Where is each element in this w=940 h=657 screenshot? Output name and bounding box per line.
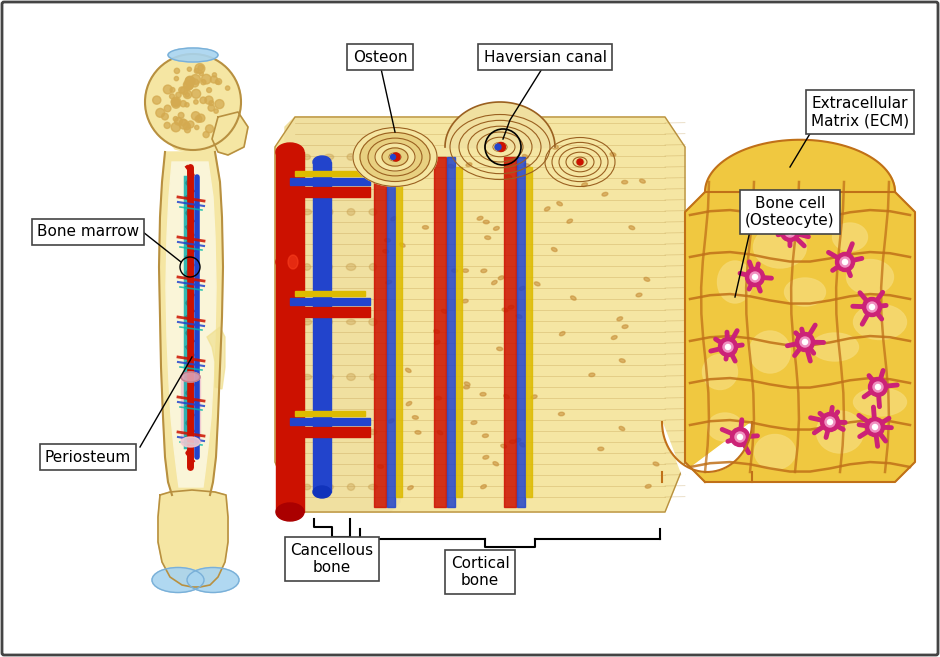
- Circle shape: [180, 87, 188, 95]
- Circle shape: [205, 96, 213, 104]
- Polygon shape: [159, 152, 223, 495]
- Circle shape: [180, 101, 186, 107]
- Circle shape: [875, 384, 881, 390]
- Ellipse shape: [375, 143, 415, 171]
- Circle shape: [180, 119, 186, 125]
- Ellipse shape: [360, 133, 430, 181]
- Bar: [396, 167, 402, 497]
- Ellipse shape: [347, 154, 355, 160]
- Circle shape: [206, 125, 213, 133]
- Circle shape: [171, 97, 180, 106]
- Ellipse shape: [519, 286, 525, 290]
- Circle shape: [496, 143, 506, 152]
- Ellipse shape: [619, 426, 625, 430]
- Circle shape: [208, 104, 214, 111]
- Circle shape: [184, 81, 193, 90]
- Ellipse shape: [483, 455, 489, 459]
- Text: Cortical
bone: Cortical bone: [450, 556, 509, 588]
- Circle shape: [185, 76, 195, 85]
- Ellipse shape: [559, 332, 565, 336]
- Ellipse shape: [571, 296, 576, 300]
- Ellipse shape: [817, 411, 864, 453]
- Ellipse shape: [442, 309, 447, 313]
- Ellipse shape: [388, 419, 394, 423]
- Ellipse shape: [508, 306, 514, 309]
- Circle shape: [785, 227, 795, 237]
- Circle shape: [745, 267, 764, 286]
- Circle shape: [145, 54, 241, 150]
- Circle shape: [723, 342, 733, 352]
- Bar: [387, 157, 395, 507]
- Ellipse shape: [553, 146, 558, 149]
- Circle shape: [825, 417, 835, 427]
- Ellipse shape: [523, 154, 528, 158]
- Polygon shape: [275, 117, 685, 512]
- Ellipse shape: [288, 255, 298, 269]
- Circle shape: [867, 302, 877, 312]
- Bar: [517, 157, 525, 507]
- Ellipse shape: [437, 430, 443, 435]
- Circle shape: [735, 432, 745, 442]
- Circle shape: [183, 80, 194, 90]
- Ellipse shape: [854, 388, 906, 416]
- Ellipse shape: [168, 48, 218, 62]
- Ellipse shape: [708, 413, 743, 441]
- Ellipse shape: [313, 486, 331, 498]
- Circle shape: [196, 116, 202, 122]
- Ellipse shape: [639, 179, 645, 183]
- Circle shape: [183, 123, 190, 130]
- Ellipse shape: [368, 484, 378, 489]
- Circle shape: [827, 420, 833, 424]
- Ellipse shape: [325, 319, 333, 325]
- Circle shape: [215, 100, 224, 108]
- Ellipse shape: [506, 175, 511, 179]
- Text: Bone marrow: Bone marrow: [37, 225, 139, 240]
- Circle shape: [201, 74, 212, 84]
- Ellipse shape: [346, 263, 355, 271]
- Circle shape: [870, 422, 880, 432]
- Ellipse shape: [588, 373, 595, 376]
- Bar: [295, 171, 365, 176]
- Bar: [504, 157, 516, 507]
- Circle shape: [164, 105, 171, 112]
- Ellipse shape: [347, 319, 355, 325]
- Circle shape: [195, 68, 199, 74]
- Circle shape: [836, 252, 854, 271]
- Circle shape: [726, 344, 730, 350]
- Circle shape: [216, 79, 222, 85]
- Ellipse shape: [552, 248, 557, 252]
- Circle shape: [200, 97, 207, 104]
- Circle shape: [863, 298, 882, 317]
- Ellipse shape: [448, 164, 454, 168]
- Circle shape: [169, 94, 175, 99]
- Polygon shape: [165, 117, 220, 154]
- Ellipse shape: [502, 308, 508, 312]
- Ellipse shape: [754, 226, 807, 268]
- Bar: [290, 178, 370, 185]
- Ellipse shape: [621, 181, 628, 184]
- Text: Haversian canal: Haversian canal: [483, 49, 606, 64]
- Ellipse shape: [811, 333, 858, 361]
- Circle shape: [577, 159, 583, 165]
- Ellipse shape: [483, 220, 489, 224]
- Circle shape: [176, 92, 181, 98]
- Bar: [526, 167, 532, 497]
- Ellipse shape: [598, 447, 603, 451]
- Bar: [456, 167, 462, 497]
- Polygon shape: [207, 327, 225, 389]
- Ellipse shape: [755, 434, 795, 470]
- Bar: [313, 162, 331, 492]
- Circle shape: [179, 112, 184, 118]
- Circle shape: [873, 382, 883, 392]
- Bar: [434, 157, 446, 507]
- Ellipse shape: [384, 238, 390, 242]
- Circle shape: [718, 338, 738, 357]
- Circle shape: [211, 76, 217, 83]
- Ellipse shape: [187, 568, 239, 593]
- Ellipse shape: [471, 421, 477, 424]
- Circle shape: [392, 153, 400, 161]
- Circle shape: [191, 79, 198, 87]
- Circle shape: [730, 428, 749, 447]
- Ellipse shape: [480, 485, 486, 489]
